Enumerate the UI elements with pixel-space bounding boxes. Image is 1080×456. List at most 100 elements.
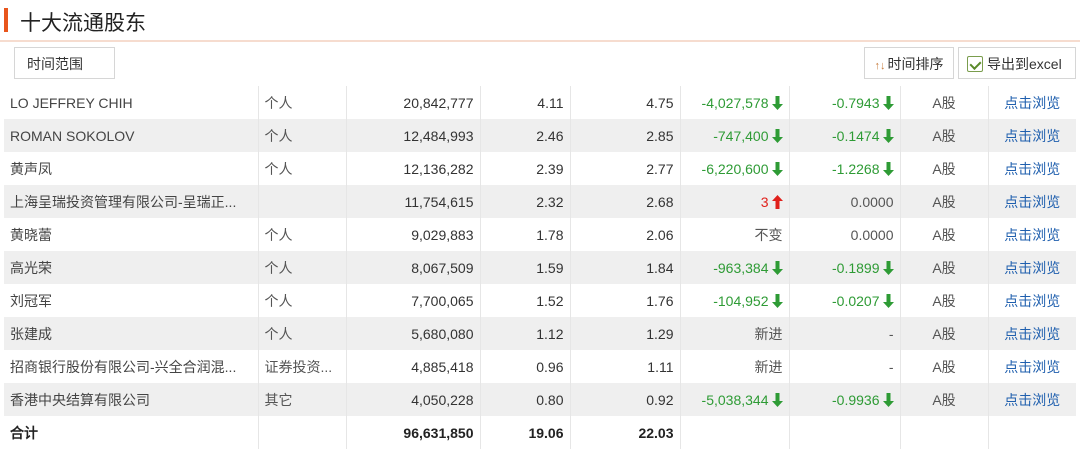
holder-name: 上海呈瑞投资管理有限公司-呈瑞正... <box>4 185 259 218</box>
share-change-cell: -5,038,344 <box>680 383 790 416</box>
pct-of-total: 4.11 <box>480 86 571 119</box>
pct-of-float: 0.92 <box>570 383 681 416</box>
share-class: A股 <box>900 251 989 284</box>
pct-of-total: 2.32 <box>480 185 571 218</box>
arrow-down-icon <box>771 293 783 308</box>
shares-held: 11,754,615 <box>346 185 481 218</box>
change-ratio-cell: -0.7943 <box>789 86 901 119</box>
time-range-button[interactable]: 时间范围 <box>14 47 115 79</box>
shares-held: 4,050,228 <box>346 383 481 416</box>
shares-held: 20,842,777 <box>346 86 481 119</box>
shares-held: 7,700,065 <box>346 284 481 317</box>
shares-held: 12,136,282 <box>346 152 481 185</box>
share-change: -747,400 <box>713 127 769 144</box>
share-change-cell: 3 <box>680 185 790 218</box>
share-change: -6,220,600 <box>701 160 769 177</box>
pct-of-total: 1.78 <box>480 218 571 251</box>
holder-type: 个人 <box>258 86 347 119</box>
view-details-link[interactable]: 点击浏览 <box>988 185 1076 218</box>
share-change: 新进 <box>754 325 783 342</box>
share-change: 新进 <box>754 358 783 375</box>
table-row: 黄晓蕾 个人 9,029,883 1.78 2.06 不变 0.0000 A股 点击浏览 <box>4 218 1076 251</box>
holder-name: 招商银行股份有限公司-兴全合润混... <box>4 350 259 383</box>
share-change-cell: -747,400 <box>680 119 790 152</box>
holder-name: 黄晓蕾 <box>4 218 259 251</box>
total-shares: 96,631,850 <box>346 416 481 449</box>
total-row: 合计 96,631,850 19.06 22.03 <box>4 416 1076 449</box>
pct-of-total: 1.12 <box>480 317 571 350</box>
shares-held: 4,885,418 <box>346 350 481 383</box>
share-change-cell: 不变 <box>680 218 790 251</box>
share-change-cell: -963,384 <box>680 251 790 284</box>
holder-name: 张建成 <box>4 317 259 350</box>
change-ratio: -1.2268 <box>832 160 880 177</box>
shareholders-table: LO JEFFREY CHIH 个人 20,842,777 4.11 4.75 -4,02… <box>4 86 1076 449</box>
table-row: 刘冠军 个人 7,700,065 1.52 1.76 -104,952 -0.0207 A股点… <box>4 284 1076 317</box>
holder-type: 其它 <box>258 383 347 416</box>
change-ratio: - <box>888 325 894 342</box>
arrow-down-icon <box>771 260 783 275</box>
table-body: LO JEFFREY CHIH 个人 20,842,777 4.11 4.75 -4,02… <box>4 86 1076 449</box>
holder-type: 个人 <box>258 317 347 350</box>
table-row: 香港中央结算有限公司 其它 4,050,228 0.80 0.92 -5,038,344 -… <box>4 383 1076 416</box>
view-details-link[interactable]: 点击浏览 <box>988 119 1076 152</box>
table-row: 黄声凤 个人 12,136,282 2.39 2.77 -6,220,600 -1.2268… <box>4 152 1076 185</box>
pct-of-total: 2.39 <box>480 152 571 185</box>
arrow-down-icon <box>771 392 783 407</box>
time-sort-label: 时间排序 <box>887 56 944 72</box>
view-details-link[interactable]: 点击浏览 <box>988 383 1076 416</box>
pct-of-total: 0.80 <box>480 383 571 416</box>
view-details-link[interactable]: 点击浏览 <box>1004 358 1061 375</box>
pct-of-float: 2.77 <box>570 152 681 185</box>
pct-of-float: 1.76 <box>570 284 681 317</box>
share-change: 3 <box>760 193 769 210</box>
holder-type: 个人 <box>258 251 347 284</box>
share-change: -963,384 <box>713 259 769 276</box>
table-row: 招商银行股份有限公司-兴全合润混... 证券投资... 4,885,418 0.96 1… <box>4 350 1076 383</box>
view-details-link[interactable]: 点击浏览 <box>988 251 1076 284</box>
view-details-link[interactable]: 点击浏览 <box>1004 292 1061 309</box>
pct-of-total: 1.52 <box>480 284 571 317</box>
arrow-down-icon <box>882 95 894 110</box>
sort-icon: ↑↓ <box>874 60 886 72</box>
change-ratio-cell: 0.0000 <box>789 218 901 251</box>
pct-of-total: 0.96 <box>480 350 571 383</box>
change-ratio-cell: -0.9936 <box>789 383 901 416</box>
share-class: A股 <box>900 86 989 119</box>
title-accent <box>4 8 8 32</box>
view-details-link[interactable]: 点击浏览 <box>1004 226 1061 243</box>
pct-of-total: 1.59 <box>480 251 571 284</box>
change-ratio: 0.0000 <box>850 226 894 243</box>
share-class: A股 <box>900 218 989 251</box>
view-details-link[interactable]: 点击浏览 <box>1004 94 1061 111</box>
total-label: 合计 <box>4 416 259 449</box>
shares-held: 5,680,080 <box>346 317 481 350</box>
share-change: -4,027,578 <box>701 94 769 111</box>
change-ratio: -0.1474 <box>832 127 880 144</box>
share-change-cell: 新进 <box>680 317 790 350</box>
export-excel-button[interactable]: 导出到excel <box>958 47 1076 79</box>
pct-of-float: 4.75 <box>570 86 681 119</box>
change-ratio: -0.7943 <box>832 94 880 111</box>
change-ratio: 0.0000 <box>850 193 894 210</box>
holder-type: 个人 <box>258 119 347 152</box>
arrow-down-icon <box>771 161 783 176</box>
arrow-down-icon <box>771 128 783 143</box>
share-change: 不变 <box>754 226 783 243</box>
table-row: ROMAN SOKOLOV 个人 12,484,993 2.46 2.85 -747,40… <box>4 119 1076 152</box>
time-range-label: 时间范围 <box>27 56 83 72</box>
title-bar: 十大流通股东 <box>0 0 1080 42</box>
holder-name: 香港中央结算有限公司 <box>4 383 259 416</box>
holder-type: 个人 <box>258 218 347 251</box>
view-details-link[interactable]: 点击浏览 <box>988 317 1076 350</box>
change-ratio-cell: 0.0000 <box>789 185 901 218</box>
share-change-cell: -4,027,578 <box>680 86 790 119</box>
view-details-link[interactable]: 点击浏览 <box>1004 160 1061 177</box>
time-sort-button[interactable]: ↑↓ 时间排序 <box>864 47 954 79</box>
share-change-cell: -104,952 <box>680 284 790 317</box>
holder-name: 黄声凤 <box>4 152 259 185</box>
holder-type: 个人 <box>258 152 347 185</box>
arrow-down-icon <box>882 392 894 407</box>
arrow-up-icon <box>771 194 783 209</box>
page-title: 十大流通股东 <box>20 12 146 35</box>
